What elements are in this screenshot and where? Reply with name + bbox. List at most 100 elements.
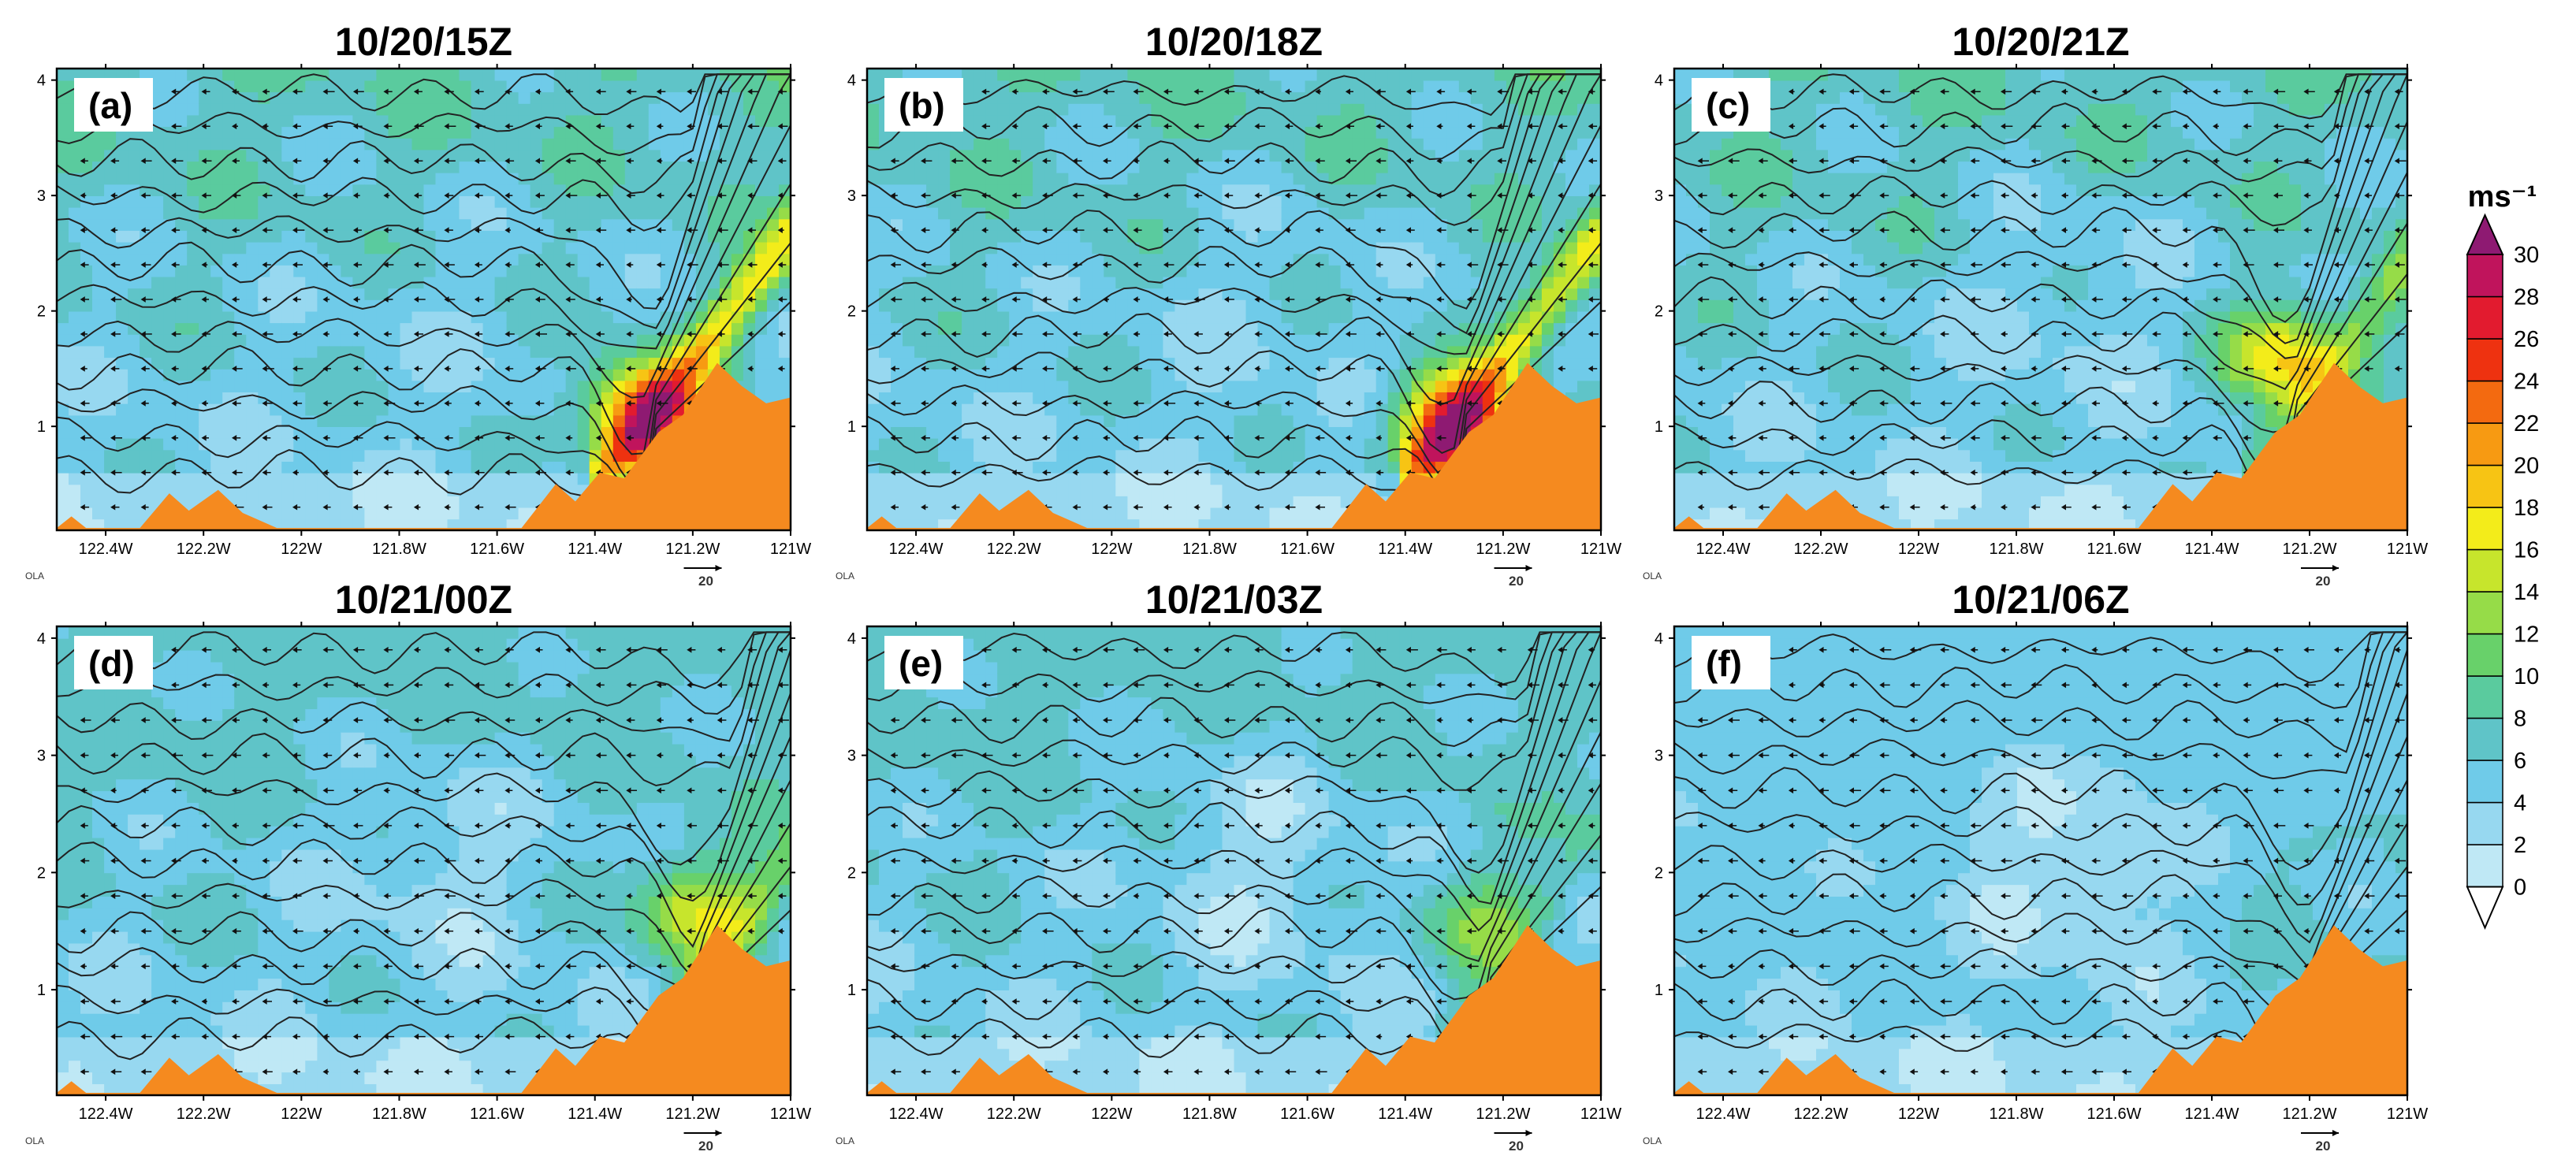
y-tick-label: 4 — [37, 72, 46, 90]
x-tick-label: 121.6W — [1280, 541, 1335, 558]
x-tick-label: 121.2W — [2283, 1105, 2337, 1123]
x-tick-label: 122W — [1091, 541, 1132, 558]
colorbar-swatch — [2466, 760, 2503, 804]
colorbar-tick-label: 12 — [2514, 622, 2539, 648]
y-tick-label: 2 — [1655, 864, 1663, 882]
x-tick-label: 121.2W — [1476, 541, 1530, 558]
theta-contour-line — [1674, 121, 2407, 391]
theta-contour-line — [867, 73, 1601, 226]
y-tick-label: 1 — [1655, 982, 1663, 999]
theta-contour-line — [867, 631, 1601, 791]
y-tick-label: 4 — [1655, 630, 1663, 648]
theta-contour-line — [1674, 693, 2407, 944]
theta-contour-line — [867, 631, 1601, 685]
x-tick-label: 121.8W — [372, 541, 426, 558]
terrain — [1674, 362, 2407, 530]
colorbar-swatch — [2466, 548, 2503, 593]
y-tick-label: 2 — [847, 303, 856, 321]
x-tick-label: 122.2W — [177, 1105, 231, 1123]
theta-contour-line — [57, 736, 791, 980]
x-tick-label: 122.4W — [1696, 1105, 1751, 1123]
colorbar-tick-label: 28 — [2514, 285, 2539, 310]
panel-f: 122.4W 122.2W 122W 121.8W 121.6W 121.4W 121.2W… — [1643, 578, 2428, 1154]
theta-contour-line — [57, 779, 791, 992]
y-tick-label: 4 — [847, 630, 856, 648]
plot-frame — [1673, 625, 2409, 1097]
theta-contour-line — [867, 680, 1601, 963]
colorbar-swatch — [2466, 717, 2503, 761]
x-tick-label: 121W — [2387, 1105, 2428, 1123]
y-tick-label: 3 — [847, 188, 856, 205]
colorbar-tick-label: 10 — [2514, 664, 2539, 689]
terrain — [867, 925, 1601, 1095]
x-tick-label: 122W — [281, 1105, 322, 1123]
panel-title: 10/21/06Z — [1952, 578, 2129, 622]
x-tick-label: 121.4W — [568, 541, 622, 558]
theta-contour-line — [1674, 73, 2407, 344]
x-tick-label: 122W — [1898, 1105, 1939, 1123]
y-tick-label: 3 — [37, 188, 46, 205]
panel-title: 10/20/21Z — [1952, 20, 2129, 64]
terrain — [57, 362, 791, 530]
theta-contour-line — [1674, 73, 2407, 359]
panel-label: (e) — [899, 643, 943, 684]
theta-contour-line — [1674, 779, 2407, 991]
theta-contour-line — [867, 73, 1601, 406]
panel-title: 10/21/03Z — [1145, 578, 1323, 622]
colorbar-tick-label: 16 — [2514, 538, 2539, 563]
theta-contour-line — [57, 631, 791, 787]
colorbar-swatch — [2466, 507, 2503, 551]
colorbar-min-arrow — [2466, 886, 2504, 931]
x-tick-label: 122.2W — [987, 541, 1041, 558]
panel-e: 122.4W 122.2W 122W 121.8W 121.6W 121.4W 121.2W… — [836, 578, 1621, 1154]
theta-contour-line — [1674, 73, 2407, 120]
colorbar-tick-label: 22 — [2514, 411, 2539, 437]
colorbar-swatch — [2466, 801, 2503, 845]
x-tick-label: 121.4W — [2185, 541, 2239, 558]
panel-b: 122.4W 122.2W 122W 121.8W 121.6W 121.4W 121.2W… — [836, 20, 1621, 589]
y-tick-label: 4 — [1655, 72, 1663, 90]
x-tick-label: 121.8W — [1182, 1105, 1237, 1123]
x-tick-label: 122.4W — [79, 1105, 133, 1123]
colorbar-max-arrow — [2466, 213, 2504, 255]
x-tick-label: 122W — [1091, 1105, 1132, 1123]
x-tick-label: 121.6W — [1280, 1105, 1335, 1123]
terrain — [1674, 925, 2407, 1095]
theta-contours — [867, 73, 1601, 530]
theta-contour-line — [867, 73, 1601, 117]
theta-contour-line — [1674, 631, 2407, 684]
y-tick-label: 3 — [1655, 188, 1663, 205]
panel-label-box — [884, 636, 963, 689]
reference-vector-label: 20 — [698, 574, 713, 589]
plot-frame — [55, 67, 792, 532]
theta-contour-line — [1674, 73, 2407, 323]
theta-contour-line — [1674, 631, 2407, 780]
theta-contour-line — [867, 73, 1601, 161]
x-tick-label: 121W — [770, 541, 811, 558]
theta-contour-line — [867, 73, 1601, 197]
theta-contour-line — [867, 242, 1601, 511]
panel-label: (f) — [1706, 643, 1742, 684]
wind-vectors — [890, 646, 1600, 1076]
colorbar-tick-label: 24 — [2514, 370, 2539, 395]
wind-speed-field — [1674, 626, 2407, 1095]
x-tick-label: 122.2W — [1794, 1105, 1848, 1123]
theta-contour-line — [57, 649, 791, 902]
theta-contour-line — [1674, 631, 2407, 709]
x-tick-label: 121.4W — [1378, 1105, 1432, 1123]
theta-contour-line — [1674, 73, 2407, 183]
x-tick-label: 121.2W — [2283, 541, 2337, 558]
theta-contour-line — [867, 631, 1601, 748]
theta-contour-line — [867, 301, 1601, 530]
x-tick-label: 122.2W — [1794, 541, 1848, 558]
x-tick-label: 121.4W — [568, 1105, 622, 1123]
x-tick-label: 121.8W — [1182, 541, 1237, 558]
theta-contour-line — [57, 73, 791, 399]
panel-label-box — [884, 78, 963, 132]
colorbar-swatch — [2466, 422, 2503, 466]
plot-frame — [1673, 67, 2409, 532]
x-tick-label: 122.4W — [889, 1105, 944, 1123]
theta-contours — [57, 631, 791, 1095]
